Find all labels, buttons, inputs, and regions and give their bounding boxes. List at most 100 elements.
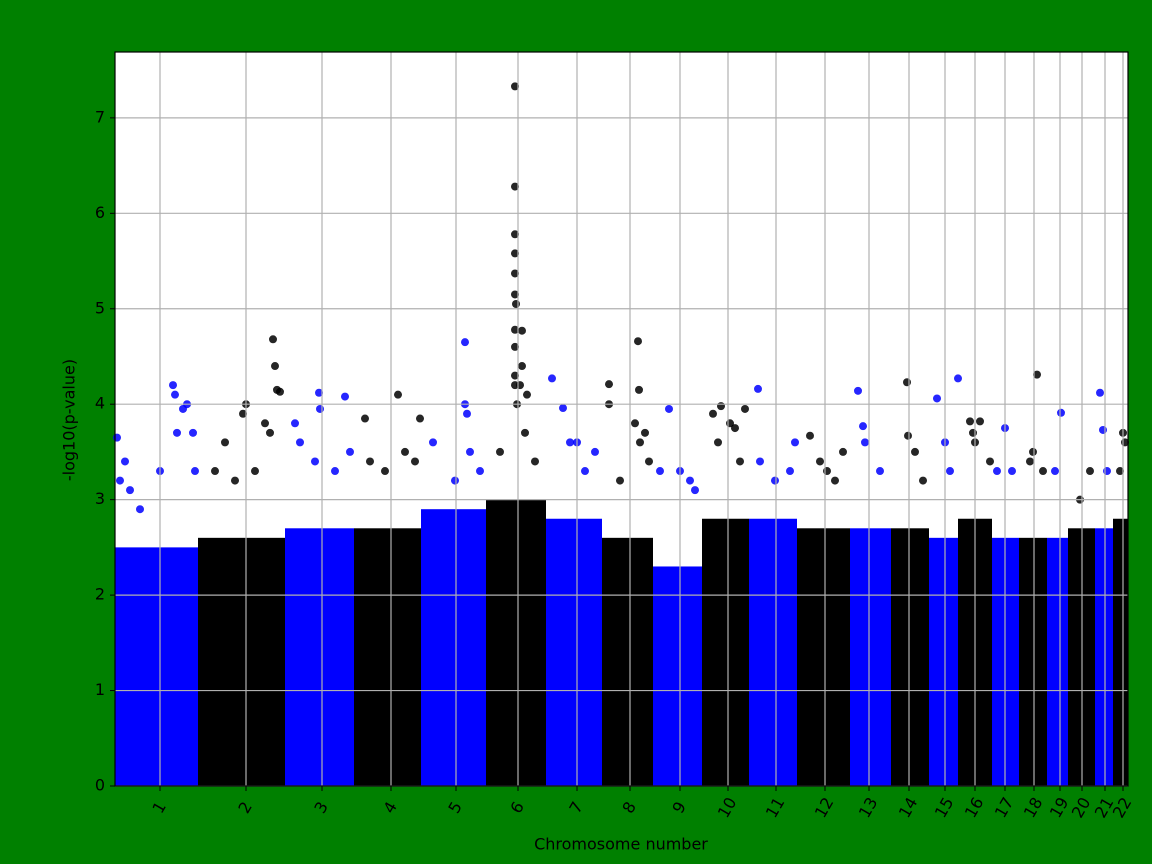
snp-point [261, 419, 269, 428]
snp-point [714, 438, 722, 447]
snp-point [854, 386, 862, 395]
chromosome-band [653, 566, 702, 786]
snp-point [691, 486, 699, 495]
snp-point [211, 467, 219, 476]
snp-point [1029, 447, 1037, 456]
snp-point [521, 428, 529, 437]
snp-point [189, 428, 197, 437]
snp-point [239, 409, 247, 418]
snp-point [466, 447, 474, 456]
snp-point [566, 438, 574, 447]
chromosome-band [929, 537, 958, 786]
snp-point [986, 457, 994, 466]
snp-point [315, 388, 323, 397]
snp-point [518, 326, 526, 335]
snp-point [266, 428, 274, 437]
snp-point [993, 467, 1001, 476]
snp-point [523, 390, 531, 399]
snp-point [1026, 457, 1034, 466]
snp-point [416, 414, 424, 423]
snp-point [401, 447, 409, 456]
snp-point [736, 457, 744, 466]
snp-point [756, 457, 764, 466]
chromosome-band [1095, 528, 1113, 786]
snp-point [559, 404, 567, 413]
snp-point [859, 422, 867, 431]
snp-point [1051, 467, 1059, 476]
snp-point [904, 431, 912, 440]
chromosome-band [421, 509, 486, 786]
snp-point [1008, 467, 1016, 476]
snp-point [394, 390, 402, 399]
y-tick-label: 1 [95, 680, 105, 699]
snp-point [1103, 467, 1111, 476]
snp-point [686, 476, 694, 485]
snp-point [316, 404, 324, 413]
snp-point [331, 467, 339, 476]
snp-point [911, 447, 919, 456]
snp-point [381, 467, 389, 476]
chromosome-band [891, 528, 929, 786]
snp-point [511, 342, 519, 351]
snp-point [511, 290, 519, 299]
snp-point [411, 457, 419, 466]
snp-point [429, 438, 437, 447]
plot-frame [114, 51, 1129, 787]
snp-point [969, 428, 977, 437]
chromosome-band [602, 537, 653, 786]
chromosome-band [1047, 537, 1068, 786]
snp-point [919, 476, 927, 485]
snp-point [548, 374, 556, 383]
snp-point [511, 371, 519, 380]
snp-point [1099, 425, 1107, 434]
snp-point [511, 182, 519, 191]
snp-point [823, 467, 831, 476]
snp-point [496, 447, 504, 456]
snp-point [741, 404, 749, 413]
snp-point [966, 417, 974, 426]
y-tick-label: 4 [95, 394, 105, 413]
snp-point [839, 447, 847, 456]
snp-point [461, 338, 469, 347]
snp-point [113, 433, 121, 442]
snp-point [731, 424, 739, 433]
snp-point [171, 390, 179, 399]
snp-point [635, 385, 643, 394]
chromosome-band [546, 518, 602, 786]
snp-point [361, 414, 369, 423]
snp-point [341, 392, 349, 401]
x-axis-label: Chromosome number [534, 835, 708, 854]
snp-point [476, 467, 484, 476]
snp-point [251, 467, 259, 476]
snp-point [1086, 467, 1094, 476]
snp-point [831, 476, 839, 485]
chromosome-band [354, 528, 421, 786]
y-tick-label: 2 [95, 585, 105, 604]
snp-point [641, 428, 649, 437]
snp-point [511, 325, 519, 334]
snp-point [136, 505, 144, 514]
chromosome-band [749, 518, 797, 786]
snp-point [1096, 388, 1104, 397]
y-tick-label: 3 [95, 489, 105, 508]
snp-point [451, 476, 459, 485]
snp-point [291, 419, 299, 428]
snp-point [791, 438, 799, 447]
snp-point [231, 476, 239, 485]
snp-point [976, 417, 984, 426]
snp-point [771, 476, 779, 485]
y-tick-label: 0 [95, 776, 105, 795]
snp-point [631, 419, 639, 428]
snp-point [173, 428, 181, 437]
chromosome-band [198, 537, 285, 786]
chromosome-band [486, 499, 546, 786]
snp-point [366, 457, 374, 466]
chromosome-band [702, 518, 749, 786]
chromosome-band [1019, 537, 1047, 786]
snp-point [1116, 467, 1124, 476]
snp-point [933, 394, 941, 403]
chromosome-band [285, 528, 354, 786]
snp-point [876, 467, 884, 476]
